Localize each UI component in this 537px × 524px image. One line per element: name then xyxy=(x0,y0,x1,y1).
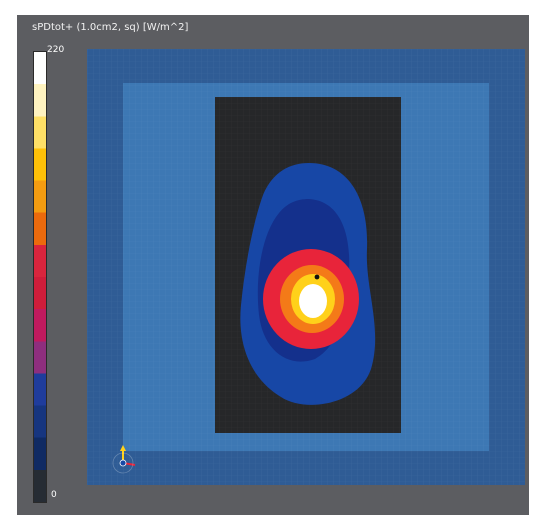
colorbar xyxy=(33,51,47,503)
axis-orientation-widget[interactable] xyxy=(109,443,139,477)
peak-marker xyxy=(314,274,320,280)
viewport[interactable]: sPDtot+ (1.0cm2, sq) [W/m^2] 220 0 xyxy=(17,15,529,515)
peak-region xyxy=(299,284,327,318)
colorbar-min-label: 0 xyxy=(51,490,57,500)
viewport-title: sPDtot+ (1.0cm2, sq) [W/m^2] xyxy=(32,22,189,33)
colorbar-max-label: 220 xyxy=(47,45,65,55)
power-density-map[interactable] xyxy=(87,49,525,485)
